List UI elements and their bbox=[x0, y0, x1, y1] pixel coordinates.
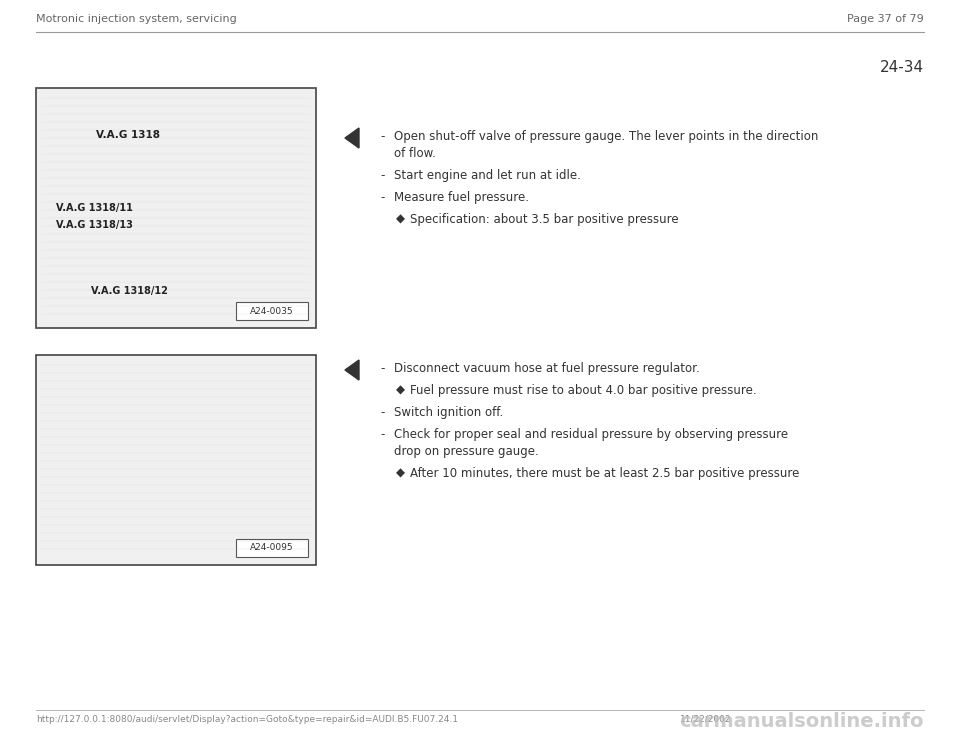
Bar bbox=[36, 355, 316, 565]
Bar bbox=[236, 302, 308, 320]
Text: -: - bbox=[380, 362, 384, 375]
Text: -: - bbox=[380, 191, 384, 204]
Text: After 10 minutes, there must be at least 2.5 bar positive pressure: After 10 minutes, there must be at least… bbox=[410, 467, 800, 480]
Bar bbox=[236, 539, 308, 557]
Text: carmanualsonline.info: carmanualsonline.info bbox=[680, 712, 924, 731]
Text: ◆: ◆ bbox=[396, 213, 405, 226]
Text: V.A.G 1318/11: V.A.G 1318/11 bbox=[56, 203, 132, 213]
Text: Motronic injection system, servicing: Motronic injection system, servicing bbox=[36, 14, 237, 24]
Text: 11/22/2002: 11/22/2002 bbox=[680, 715, 732, 724]
Text: Start engine and let run at idle.: Start engine and let run at idle. bbox=[394, 169, 581, 182]
Text: ◆: ◆ bbox=[396, 384, 405, 397]
Text: drop on pressure gauge.: drop on pressure gauge. bbox=[394, 445, 539, 458]
Text: A24-0095: A24-0095 bbox=[251, 543, 294, 553]
Polygon shape bbox=[345, 128, 359, 148]
Text: 24-34: 24-34 bbox=[880, 60, 924, 75]
Text: V.A.G 1318: V.A.G 1318 bbox=[96, 130, 160, 140]
Text: http://127.0.0.1:8080/audi/servlet/Display?action=Goto&type=repair&id=AUDI.B5.FU: http://127.0.0.1:8080/audi/servlet/Displ… bbox=[36, 715, 458, 724]
Text: -: - bbox=[380, 169, 384, 182]
Text: Specification: about 3.5 bar positive pressure: Specification: about 3.5 bar positive pr… bbox=[410, 213, 679, 226]
Text: Disconnect vacuum hose at fuel pressure regulator.: Disconnect vacuum hose at fuel pressure … bbox=[394, 362, 700, 375]
Text: V.A.G 1318/13: V.A.G 1318/13 bbox=[56, 220, 132, 230]
Text: Measure fuel pressure.: Measure fuel pressure. bbox=[394, 191, 529, 204]
Text: -: - bbox=[380, 428, 384, 441]
Text: Open shut-off valve of pressure gauge. The lever points in the direction: Open shut-off valve of pressure gauge. T… bbox=[394, 130, 818, 143]
Text: V.A.G 1318/12: V.A.G 1318/12 bbox=[91, 286, 168, 296]
Text: Page 37 of 79: Page 37 of 79 bbox=[848, 14, 924, 24]
Text: A24-0035: A24-0035 bbox=[251, 306, 294, 315]
Text: Fuel pressure must rise to about 4.0 bar positive pressure.: Fuel pressure must rise to about 4.0 bar… bbox=[410, 384, 756, 397]
Text: -: - bbox=[380, 130, 384, 143]
Text: Check for proper seal and residual pressure by observing pressure: Check for proper seal and residual press… bbox=[394, 428, 788, 441]
Text: -: - bbox=[380, 406, 384, 419]
Text: Switch ignition off.: Switch ignition off. bbox=[394, 406, 503, 419]
Text: of flow.: of flow. bbox=[394, 147, 436, 160]
Bar bbox=[36, 88, 316, 328]
Text: ◆: ◆ bbox=[396, 467, 405, 480]
Polygon shape bbox=[345, 360, 359, 380]
